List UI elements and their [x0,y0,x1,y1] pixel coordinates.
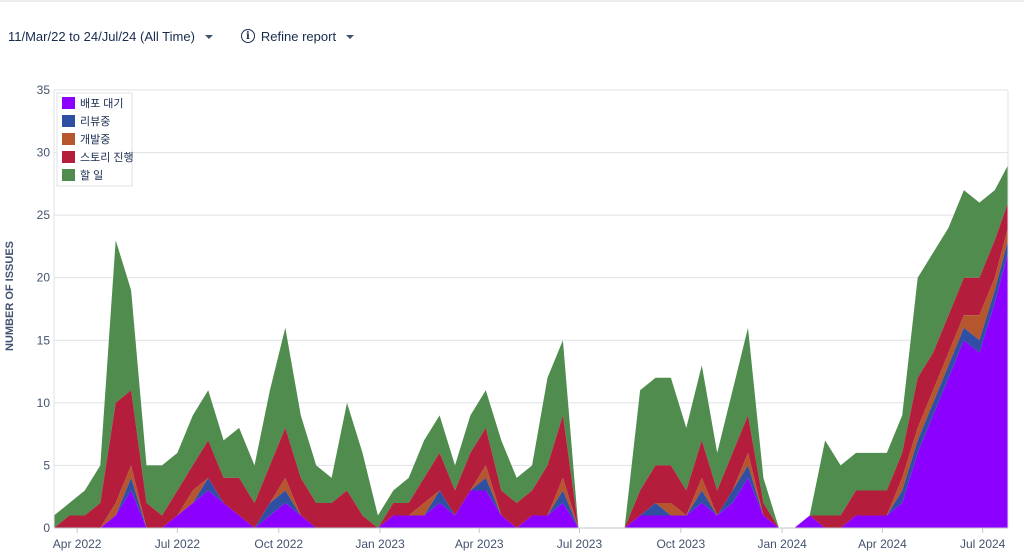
y-tick-label: 20 [37,271,51,285]
x-tick-label: Jul 2022 [155,537,201,551]
legend-item-label[interactable]: 리뷰중 [80,115,110,128]
y-tick-label: 25 [37,208,51,222]
info-icon: i [240,29,255,43]
legend-swatch [62,151,75,163]
legend-swatch [62,169,75,181]
legend-item-label[interactable]: 스토리 진행 [80,151,134,164]
report-toolbar: 11/Mar/22 to 24/Jul/24 (All Time) i Refi… [8,26,355,46]
y-tick-label: 30 [37,146,51,160]
legend-swatch [62,133,75,145]
x-tick-label: Oct 2023 [656,537,705,551]
y-tick-label: 5 [43,458,50,472]
legend-item-label[interactable]: 배포 대기 [80,97,124,110]
x-tick-label: Apr 2023 [455,537,504,551]
chart-gridlines [54,89,1008,529]
refine-report-dropdown[interactable]: i Refine report [240,28,355,44]
y-tick-label: 0 [43,521,50,535]
area-series-0 [54,252,1008,528]
chart-areas [54,165,1008,528]
x-tick-label: Jul 2024 [960,537,1006,551]
y-tick-label: 35 [37,83,51,97]
top-divider [0,0,1024,2]
x-tick-label: Jul 2023 [557,537,603,551]
x-tick-label: Jan 2023 [355,537,405,551]
area-series-4 [54,165,1008,528]
y-tick-label: 15 [37,333,51,347]
legend-item-label[interactable]: 할 일 [80,168,103,182]
x-tick-label: Oct 2022 [254,537,303,551]
x-tick-label: Apr 2024 [858,537,907,551]
chevron-down-icon [204,34,213,39]
legend-swatch [62,97,75,109]
date-range-dropdown[interactable]: 11/Mar/22 to 24/Jul/24 (All Time) [8,29,213,44]
refine-report-label: Refine report [260,28,337,44]
y-axis-label: NUMBER OF ISSUES [4,241,16,351]
legend-item-label[interactable]: 개발중 [80,133,110,146]
chart-axes: 0 5 10 15 20 25 30 35 Apr 2022 Jul 2022 Oct 2022 Ja… [37,83,1009,551]
legend-swatch [62,115,75,127]
y-tick-label: 10 [37,396,51,410]
x-tick-label: Jan 2024 [757,537,807,551]
chevron-down-icon [346,34,355,39]
x-tick-label: Apr 2022 [53,537,102,551]
date-range-label: 11/Mar/22 to 24/Jul/24 (All Time) [8,28,195,44]
